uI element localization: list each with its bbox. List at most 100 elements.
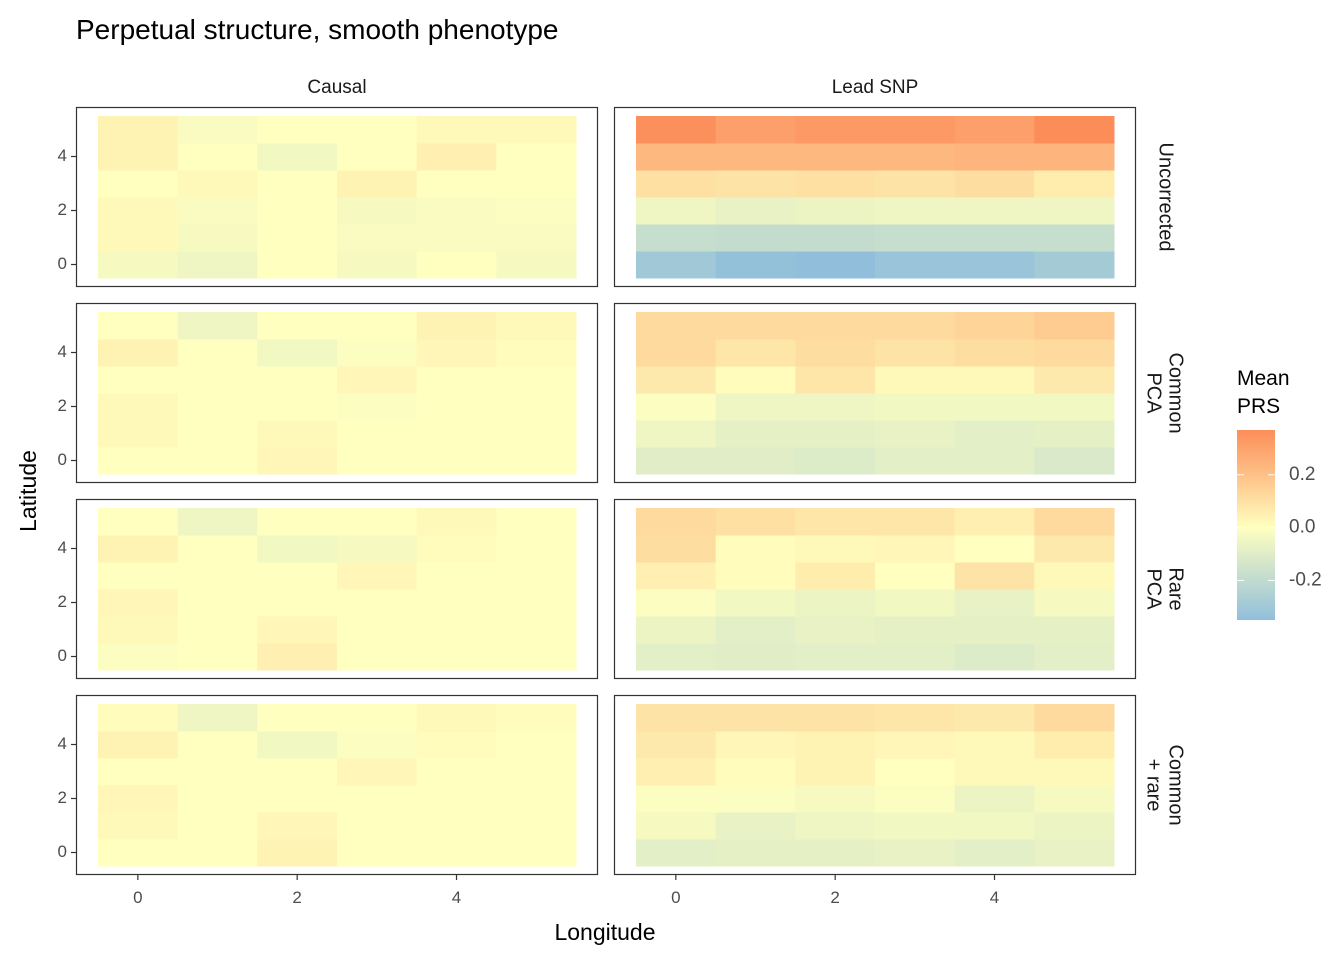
heat-cell (257, 393, 338, 421)
heat-cell (875, 839, 956, 867)
heat-cell (954, 508, 1035, 536)
panel-lead-snp-common-pca (613, 302, 1137, 484)
heat-cell (715, 562, 796, 590)
heat-cell (496, 170, 577, 198)
heat-cell (98, 535, 179, 563)
heat-cell (875, 758, 956, 786)
heat-cell (1034, 589, 1115, 617)
heat-cell (337, 812, 418, 840)
heat-cell (715, 812, 796, 840)
heat-cell (954, 366, 1035, 394)
heat-cell (98, 116, 179, 144)
heat-cell (1034, 393, 1115, 421)
heat-cell (795, 731, 876, 759)
heat-cell (257, 447, 338, 475)
heat-cell (636, 197, 717, 225)
heat-cell (177, 420, 258, 448)
heat-cell (795, 535, 876, 563)
heat-cell (496, 197, 577, 225)
heat-cell (257, 839, 338, 867)
heat-cell (257, 535, 338, 563)
heat-cell (954, 393, 1035, 421)
heat-cell (954, 170, 1035, 198)
heat-cell (496, 116, 577, 144)
heat-cell (257, 731, 338, 759)
heat-cell (1034, 251, 1115, 279)
heat-cell (1034, 731, 1115, 759)
heat-cell (1034, 839, 1115, 867)
heat-cell (1034, 116, 1115, 144)
heat-cell (795, 616, 876, 644)
heat-cell (636, 393, 717, 421)
heat-cell (715, 616, 796, 644)
x-tick-label: 0 (133, 888, 142, 907)
heat-cell (715, 393, 796, 421)
heat-cell (496, 420, 577, 448)
heat-cell (257, 643, 338, 671)
heat-cell (257, 508, 338, 536)
heat-cell (337, 731, 418, 759)
row-strip-line: PCA (1143, 372, 1165, 414)
y-tick-label: 0 (58, 254, 67, 273)
heat-cell (954, 251, 1035, 279)
heat-cell (636, 143, 717, 171)
facet-grid: Causal Lead SNPUncorrectedCommonPCARarePC… (58, 77, 1187, 907)
heat-cell (954, 420, 1035, 448)
heat-cell (177, 839, 258, 867)
heat-cell (177, 393, 258, 421)
row-strip-line: PCA (1143, 568, 1165, 610)
heat-cell (875, 508, 956, 536)
heat-cell (177, 758, 258, 786)
heat-cell (954, 535, 1035, 563)
heat-cell (337, 339, 418, 367)
heat-cell (416, 170, 497, 198)
heat-cell (257, 704, 338, 732)
legend-ticks: 0.2 0.0 -0.2 (1237, 464, 1322, 590)
heat-cell (337, 704, 418, 732)
heat-cell (496, 366, 577, 394)
row-strip-line: Uncorrected (1155, 143, 1177, 252)
heat-cell (257, 758, 338, 786)
heat-cell (715, 224, 796, 252)
panel-lead-snp-common-rare: 0 2 4 (613, 694, 1137, 907)
x-tick-label: 4 (990, 888, 999, 907)
heat-cell (636, 508, 717, 536)
heat-cell (954, 839, 1035, 867)
heat-cell (98, 251, 179, 279)
heat-cell (416, 535, 497, 563)
heat-cell (257, 366, 338, 394)
heat-cell (1034, 562, 1115, 590)
panel-border (613, 106, 1137, 288)
heat-cell (954, 812, 1035, 840)
heat-cell (954, 731, 1035, 759)
heat-cell (954, 197, 1035, 225)
heat-cell (875, 812, 956, 840)
heat-cell (954, 116, 1035, 144)
heat-cell (496, 839, 577, 867)
heat-cell (177, 785, 258, 813)
heat-cell (98, 785, 179, 813)
heat-cell (1034, 170, 1115, 198)
heat-cell (795, 224, 876, 252)
heat-cell (795, 562, 876, 590)
color-legend: Mean PRS 0.2 0.0 -0.2 (1237, 367, 1322, 620)
heat-cell (337, 758, 418, 786)
heat-cell (636, 562, 717, 590)
heat-cell (98, 197, 179, 225)
y-tick-label: 4 (58, 146, 67, 165)
heat-cell (496, 731, 577, 759)
legend-tick-label: 0.2 (1289, 464, 1315, 485)
heat-cell (416, 785, 497, 813)
heat-cell (416, 116, 497, 144)
heat-cell (496, 393, 577, 421)
heat-cell (636, 116, 717, 144)
heat-cell (177, 562, 258, 590)
panel-border (613, 302, 1137, 484)
heat-cell (954, 447, 1035, 475)
heat-cell (337, 143, 418, 171)
heat-cell (98, 731, 179, 759)
heat-cell (496, 785, 577, 813)
legend-colorbar (1237, 430, 1275, 620)
heat-cell (496, 312, 577, 340)
